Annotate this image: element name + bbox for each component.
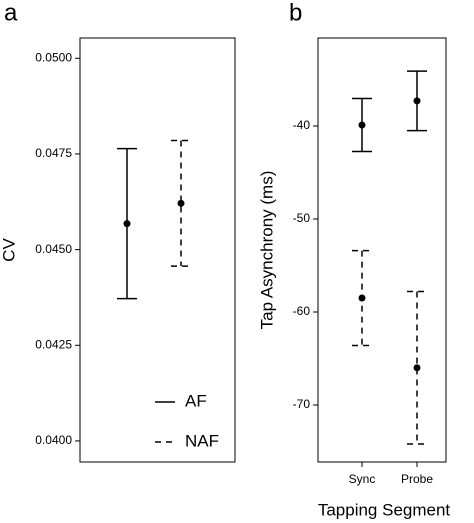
point — [413, 364, 421, 372]
point — [177, 199, 185, 207]
panel-label: b — [289, 0, 302, 26]
y-tick-label: -60 — [293, 304, 311, 318]
legend-label: NAF — [185, 431, 219, 450]
point — [358, 294, 366, 302]
y-tick-label: -50 — [293, 211, 311, 225]
x-tick-label: Probe — [401, 472, 433, 486]
y-axis-title: CV — [0, 238, 18, 262]
point — [358, 121, 366, 129]
y-tick-label: -70 — [293, 397, 311, 411]
point — [123, 220, 131, 228]
error-bar — [407, 290, 427, 445]
x-axis-title: Tapping Segment — [318, 500, 451, 519]
x-tick-label: Sync — [349, 472, 376, 486]
y-tick-label: -40 — [293, 118, 311, 132]
panel-label: a — [4, 0, 18, 26]
legend-label: AF — [185, 391, 207, 410]
plot-frame — [317, 37, 447, 463]
y-tick-label: 0.0475 — [35, 146, 72, 160]
y-tick-label: 0.0500 — [35, 50, 72, 64]
y-tick-label: 0.0425 — [35, 337, 72, 351]
y-axis-title: Tap Asynchrony (ms) — [257, 171, 276, 330]
error-bar — [171, 139, 191, 267]
plot-frame — [79, 37, 236, 463]
point — [413, 97, 421, 105]
y-tick-label: 0.0400 — [35, 433, 72, 447]
y-tick-label: 0.0450 — [35, 242, 72, 256]
